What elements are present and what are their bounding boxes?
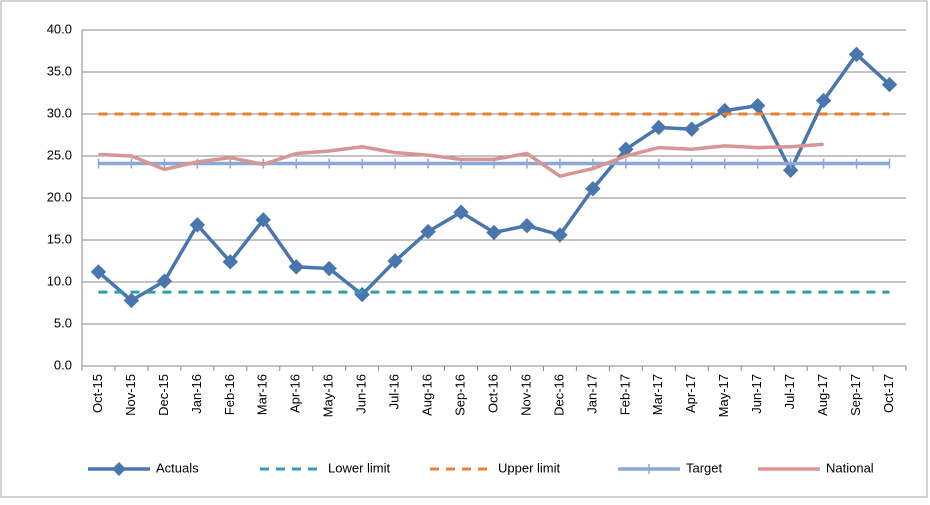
x-tick-label: Apr-17 <box>683 374 698 413</box>
x-tick-label: Jul-16 <box>387 374 402 409</box>
point <box>486 224 502 241</box>
legend-label: Upper limit <box>498 460 561 475</box>
point <box>387 253 403 269</box>
series-line <box>98 142 824 178</box>
legend-label: Actuals <box>156 460 199 475</box>
point <box>651 119 667 136</box>
y-tick-label: 0.0 <box>54 357 72 372</box>
legend-marker <box>112 462 126 476</box>
x-tick-label: Mar-17 <box>650 374 665 415</box>
point <box>222 254 239 270</box>
x-tick-label: May-17 <box>716 374 731 417</box>
legend-label: National <box>826 460 874 475</box>
x-tick-label: Jan-17 <box>584 374 599 414</box>
point <box>519 218 535 234</box>
x-tick-label: Sep-17 <box>848 374 863 416</box>
y-tick-label: 35.0 <box>47 63 72 78</box>
point <box>321 260 337 277</box>
point <box>288 259 304 275</box>
x-tick-label: Sep-16 <box>452 374 467 416</box>
point <box>552 227 568 243</box>
y-tick-label: 40.0 <box>47 21 72 36</box>
x-tick-label: Dec-15 <box>156 374 171 416</box>
point <box>684 121 700 137</box>
x-tick-label: Apr-16 <box>288 374 303 413</box>
y-tick-label: 25.0 <box>47 147 72 162</box>
x-tick-label: Mar-16 <box>255 374 270 415</box>
x-tick-label: Jun-16 <box>354 374 369 414</box>
x-tick-label: Jul-17 <box>782 374 797 409</box>
y-tick-label: 15.0 <box>47 231 72 246</box>
x-tick-label: Oct-15 <box>90 374 105 413</box>
x-tick-label: May-16 <box>321 374 336 417</box>
point <box>420 223 436 240</box>
point <box>782 162 799 178</box>
x-tick-label: Feb-16 <box>222 374 237 415</box>
point <box>585 181 601 197</box>
x-tick-label: Oct-16 <box>485 374 500 413</box>
x-tick-label: Jan-16 <box>189 374 204 414</box>
y-tick-label: 30.0 <box>47 105 72 120</box>
point <box>90 264 107 280</box>
x-tick-label: Aug-16 <box>420 374 435 416</box>
y-tick-label: 5.0 <box>54 315 72 330</box>
x-tick-label: Nov-15 <box>123 374 138 416</box>
x-tick-label: Dec-16 <box>551 374 566 416</box>
point <box>848 46 865 63</box>
x-tick-label: Nov-16 <box>518 374 533 416</box>
y-tick-label: 10.0 <box>47 273 72 288</box>
point <box>189 217 206 233</box>
legend-label: Lower limit <box>328 460 391 475</box>
x-tick-label: Oct-17 <box>881 374 896 413</box>
point <box>881 76 898 93</box>
x-tick-label: Feb-17 <box>617 374 632 415</box>
x-tick-label: Jun-17 <box>749 374 764 414</box>
point <box>156 273 173 289</box>
x-tick-label: Aug-17 <box>815 374 830 416</box>
y-tick-label: 20.0 <box>47 189 72 204</box>
point <box>123 292 140 309</box>
point <box>255 212 271 228</box>
point <box>453 204 469 220</box>
point <box>815 92 832 109</box>
legend-label: Target <box>686 460 723 475</box>
